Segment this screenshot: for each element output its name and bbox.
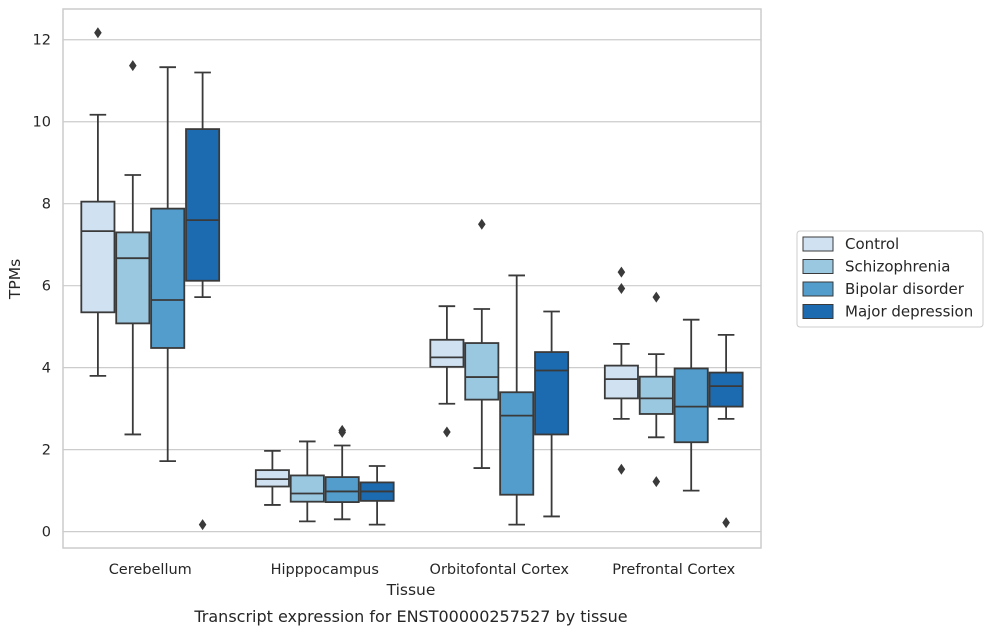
- legend-label: Control: [845, 235, 899, 253]
- box-0-0: [80, 27, 116, 377]
- outlier-point: [617, 283, 626, 295]
- box-body: [185, 128, 221, 282]
- box-2-2: [499, 274, 535, 526]
- outlier-point: [198, 519, 207, 531]
- box-3-1: [638, 291, 674, 488]
- x-tick-label: Cerebellum: [109, 562, 192, 578]
- x-tick-label: Prefrontal Cortex: [612, 562, 735, 578]
- box-0-3: [185, 71, 221, 531]
- plot-area-frame: [62, 8, 762, 549]
- x-tick-label: Hipppocampus: [271, 562, 379, 578]
- y-tick-label: 8: [42, 197, 51, 213]
- y-tick-label: 6: [42, 279, 51, 295]
- outlier-point: [617, 463, 626, 475]
- outlier-point: [478, 218, 486, 230]
- box-groups: [80, 27, 744, 531]
- y-axis-ticks: 0 2 4 6 8 10 12: [33, 33, 51, 541]
- box-body: [673, 367, 709, 444]
- x-axis-title: Tissue: [386, 581, 436, 599]
- box-body: [80, 200, 116, 314]
- outlier-point: [338, 424, 346, 436]
- chart-caption: Transcript expression for ENST0000025752…: [193, 607, 627, 626]
- y-tick-label: 2: [42, 443, 51, 459]
- box-body: [534, 351, 570, 436]
- box-1-3: [359, 465, 395, 526]
- box-1-0: [254, 449, 290, 506]
- box-body: [289, 474, 325, 503]
- y-tick-label: 12: [33, 33, 51, 49]
- legend-swatch: [802, 281, 834, 297]
- x-axis-ticks: Cerebellum Hipppocampus Orbitofontal Corte…: [109, 562, 736, 578]
- y-tick-label: 10: [33, 115, 51, 131]
- box-body: [603, 364, 639, 400]
- box-1-2: [324, 424, 360, 521]
- box-body: [150, 207, 186, 349]
- legend-label: Major depression: [845, 303, 973, 321]
- box-body: [638, 375, 674, 415]
- legend-swatch: [802, 236, 834, 252]
- box-3-3: [708, 333, 744, 529]
- outlier-point: [94, 27, 102, 39]
- box-3-0: [603, 266, 639, 475]
- box-1-1: [289, 440, 325, 523]
- box-body: [115, 231, 151, 325]
- box-2-1: [464, 218, 500, 469]
- legend-frame: [796, 230, 984, 328]
- outlier-point: [722, 517, 730, 529]
- box-3-2: [673, 318, 709, 492]
- box-body: [708, 371, 744, 408]
- outlier-point: [443, 426, 451, 438]
- outlier-point: [129, 60, 137, 72]
- box-body: [464, 342, 500, 401]
- legend-swatch: [802, 304, 834, 319]
- y-tick-label: 0: [42, 525, 51, 541]
- box-body: [324, 476, 360, 503]
- box-2-3: [534, 310, 570, 518]
- y-tick-label: 4: [42, 361, 51, 377]
- outlier-point: [652, 476, 661, 488]
- outlier-point: [652, 291, 661, 303]
- box-body: [429, 338, 465, 368]
- outlier-point: [617, 266, 626, 278]
- legend: Control Schizophrenia Bipolar disorder Majo…: [796, 230, 984, 328]
- box-0-2: [150, 66, 186, 463]
- legend-label: Bipolar disorder: [845, 280, 965, 298]
- y-axis-title: TPMs: [6, 259, 24, 300]
- legend-swatch: [802, 259, 834, 274]
- box-0-1: [115, 60, 151, 436]
- box-body: [499, 391, 535, 496]
- box-2-0: [429, 305, 465, 438]
- legend-label: Schizophrenia: [845, 258, 950, 276]
- x-tick-label: Orbitofontal Cortex: [430, 562, 570, 578]
